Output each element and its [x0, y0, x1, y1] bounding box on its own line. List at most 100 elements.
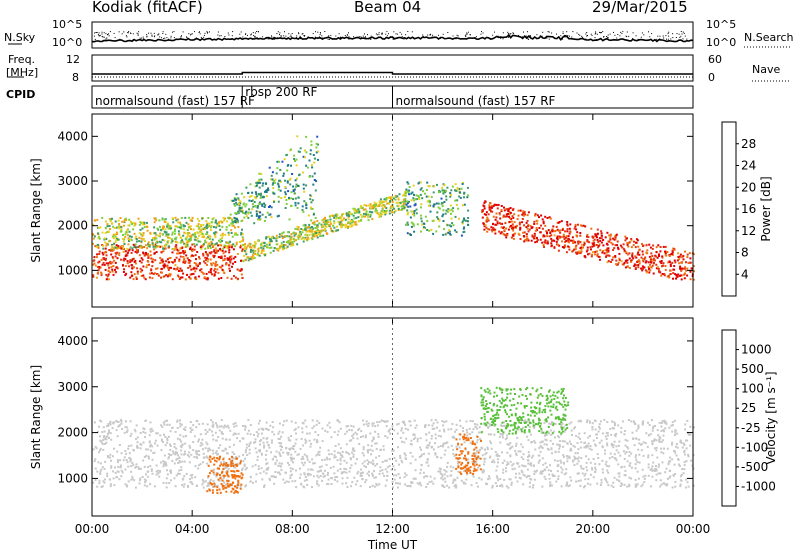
velocity-cell — [618, 475, 621, 478]
power-cell — [483, 213, 486, 216]
noise-search-dot — [528, 38, 530, 40]
velocity-cell — [431, 427, 434, 430]
velocity-cell — [322, 475, 325, 478]
power-cell — [268, 241, 271, 244]
power-cell — [397, 205, 400, 208]
power-cell — [318, 230, 321, 232]
velocity-cell — [578, 432, 581, 435]
noise-search-dot — [397, 37, 399, 39]
noise-search-dot — [173, 31, 175, 33]
velocity-cell — [514, 476, 517, 479]
velocity-cell — [286, 451, 289, 454]
power-cell — [521, 221, 524, 224]
velocity-cell — [613, 440, 616, 443]
noise-search-dot — [340, 36, 342, 38]
power-cell — [241, 277, 244, 279]
velocity-cell — [375, 442, 378, 445]
power-cell — [634, 246, 637, 249]
noise-search-dot — [582, 36, 584, 38]
power-cell — [210, 262, 212, 265]
power-cell — [491, 229, 494, 232]
velocity-cell — [109, 483, 112, 486]
power-cell — [245, 246, 248, 249]
power-cell — [297, 228, 300, 231]
power-cell — [265, 236, 268, 239]
power-cell — [247, 211, 250, 214]
noise-search-dot — [643, 34, 645, 36]
power-cell — [412, 223, 415, 226]
velocity-cell — [321, 459, 324, 462]
velocity-cell — [327, 483, 330, 486]
power-cell — [571, 236, 574, 239]
velocity-cell — [577, 472, 580, 475]
power-cell — [175, 225, 178, 228]
power-cell — [168, 226, 171, 229]
power-cell — [259, 218, 262, 221]
velocity-cell — [334, 455, 337, 458]
power-cell — [169, 274, 171, 277]
noise-search-dot — [312, 33, 314, 35]
velocity-cell — [265, 472, 268, 475]
power-cell — [239, 269, 242, 272]
velocity-cell — [580, 467, 583, 470]
velocity-cell — [404, 423, 406, 426]
power-cell — [669, 265, 672, 268]
power-cell — [227, 244, 230, 247]
power-cell — [600, 230, 603, 233]
noise-search-dot — [194, 31, 195, 33]
velocity-cell — [354, 462, 357, 465]
velocity-cell — [520, 443, 523, 446]
velocity-cell — [400, 459, 403, 462]
power-cell — [252, 205, 255, 208]
power-cell — [124, 250, 127, 253]
power-cell — [195, 239, 198, 242]
velocity-cell — [134, 430, 137, 433]
power-cell — [251, 249, 254, 252]
power-cell — [467, 217, 470, 219]
power-cell — [325, 221, 328, 224]
power-cell — [640, 267, 643, 270]
velocity-cell — [185, 472, 188, 475]
power-cell — [110, 266, 113, 269]
velocity-cell — [573, 464, 576, 466]
power-cell — [225, 228, 228, 231]
velocity-cell — [179, 461, 182, 464]
power-cell — [209, 235, 212, 238]
velocity-cell — [655, 468, 658, 470]
power-cell — [272, 249, 275, 252]
noise-search-dot — [538, 37, 540, 39]
power-cell — [102, 244, 105, 247]
power-cell — [166, 242, 169, 245]
velocity-cell — [530, 464, 533, 467]
velocity-cell — [591, 426, 594, 428]
noise-search-dot — [195, 37, 197, 39]
power-cell — [209, 244, 211, 247]
noise-search-dot — [360, 36, 362, 38]
velocity-cell — [271, 439, 273, 442]
velocity-cell — [601, 459, 604, 462]
velocity-cell — [149, 428, 152, 431]
power-cell — [315, 151, 318, 154]
power-cell — [579, 241, 582, 244]
noise-search-dot — [252, 32, 254, 34]
velocity-cell — [197, 467, 200, 470]
power-cell — [393, 211, 396, 214]
power-cell — [232, 257, 235, 260]
velocity-cell — [353, 476, 356, 479]
power-cell — [652, 257, 655, 260]
power-cell — [385, 209, 387, 212]
power-cell — [177, 221, 180, 224]
velocity-cell — [379, 466, 382, 469]
power-cell — [277, 195, 280, 198]
power-cell — [102, 261, 105, 264]
power-cell — [139, 270, 142, 273]
noise-search-dot — [678, 33, 680, 35]
velocity-cell — [533, 470, 536, 473]
power-cell — [310, 207, 313, 210]
power-cell — [104, 227, 107, 229]
power-cell — [230, 222, 233, 225]
power-cell — [562, 227, 564, 230]
power-cell — [171, 240, 174, 243]
noise-search-dot — [218, 38, 220, 40]
velocity-cell — [162, 441, 164, 443]
